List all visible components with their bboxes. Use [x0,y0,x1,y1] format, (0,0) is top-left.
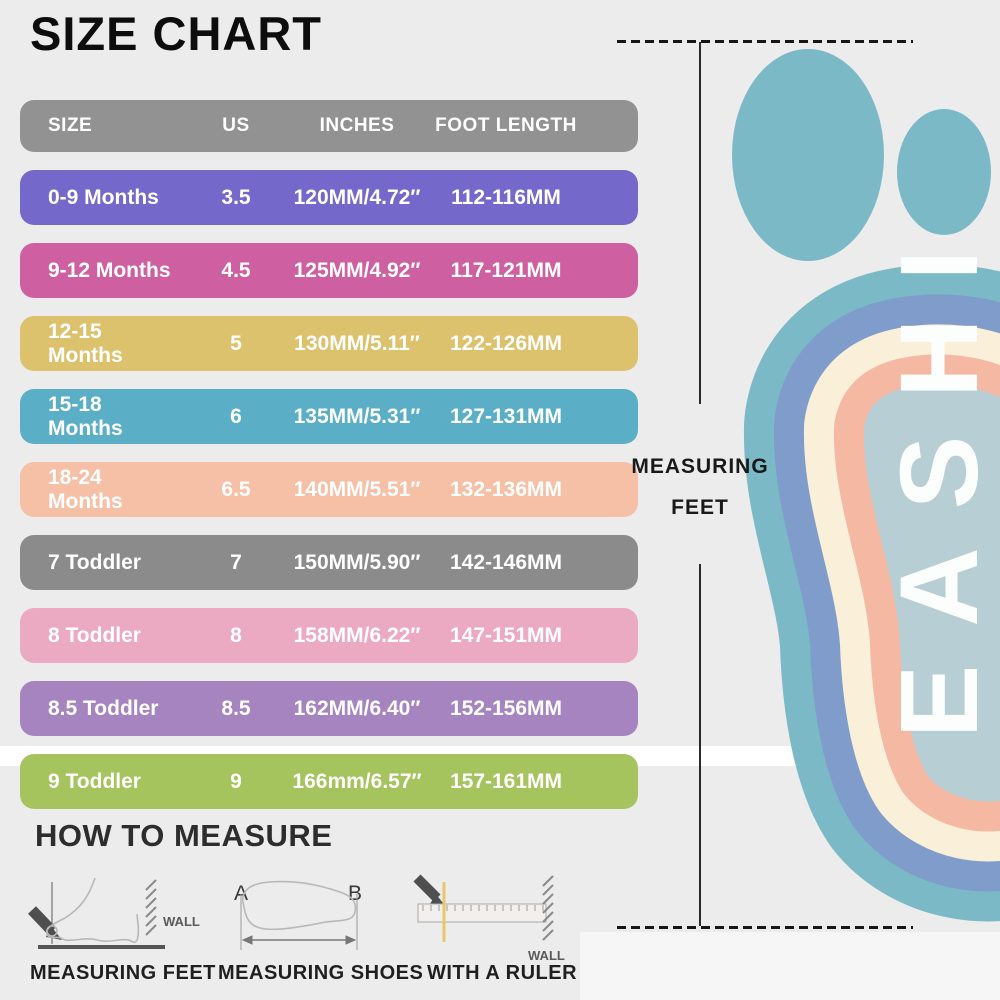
point-b-label: B [348,882,362,905]
cell-foot-length: 157-161MM [449,769,563,793]
ruler-ticks [422,905,544,911]
table-row: 7 Toddler 7 150MM/5.90″ 142-146MM [20,535,638,590]
with-a-ruler-illustration: WALL [413,874,565,963]
cell-us: 6.5 [221,477,251,501]
table-row: 15-18 Months 6 135MM/5.31″ 127-131MM [20,389,638,444]
cell-inches: 140MM/5.51″ [293,477,421,501]
cell-size: 12-15 Months [48,319,123,367]
cell-size: 7 Toddler [48,550,141,574]
header-size: SIZE [48,115,93,136]
table-row: 8.5 Toddler 8.5 162MM/6.40″ 152-156MM [20,681,638,736]
cell-us: 4.5 [221,258,251,282]
cell-inches: 125MM/4.92″ [293,258,421,282]
cell-foot-length: 142-146MM [449,550,563,574]
cell-inches: 150MM/5.90″ [293,550,421,574]
cell-size: 0-9 Months [48,185,159,209]
wall-label: WALL [163,914,200,929]
size-table: SIZE US INCHES FOOT LENGTH 0-9 Months 3.… [20,100,638,827]
cell-foot-length: 122-126MM [449,331,563,355]
cell-us: 3.5 [221,185,251,209]
cell-size: 9 Toddler [48,769,141,793]
sole-layers [743,264,1000,922]
caption-measuring-shoes: MEASURING SHOES [218,962,424,984]
shoe-outline-icon [242,880,357,931]
wall-hatch-icon [145,879,157,936]
cell-us: 7 [230,550,242,574]
cell-inches: 120MM/4.72″ [293,185,421,209]
cell-size: 9-12 Months [48,258,171,282]
how-to-measure-title: HOW TO MEASURE [35,818,333,853]
table-row: 9 Toddler 9 166mm/6.57″ 157-161MM [20,754,638,809]
caption-measuring-feet: MEASURING FEET [30,962,216,984]
measure-line-top [699,42,701,404]
length-arrow-icon [241,935,357,945]
cell-size: 8.5 Toddler [48,696,159,720]
cell-size: 15-18 Months [48,392,123,440]
header-us: US [222,115,250,136]
wall-label: WALL [528,948,565,963]
cell-us: 9 [230,769,242,793]
cell-inches: 166mm/6.57″ [292,769,422,793]
foot-measuring-illustration: EASHI MEASURING FEET [580,0,1000,1000]
dashed-guide-top [617,40,913,43]
dashed-guide-bottom [617,926,913,929]
cell-inches: 130MM/5.11″ [294,331,420,355]
cell-size: 8 Toddler [48,623,141,647]
cell-foot-length: 127-131MM [449,404,563,428]
cell-inches: 158MM/6.22″ [293,623,421,647]
point-a-label: A [234,882,248,905]
measuring-feet-label: MEASURING FEET [631,455,769,519]
table-row: 8 Toddler 8 158MM/6.22″ 147-151MM [20,608,638,663]
cell-us: 8.5 [221,696,251,720]
cell-foot-length: 112-116MM [451,185,561,209]
cell-foot-length: 117-121MM [450,258,562,282]
measuring-feet-illustration: WALL [28,877,200,949]
ruler-icon [417,903,547,923]
cell-inches: 135MM/5.31″ [293,404,421,428]
big-toe-icon [732,49,884,261]
caption-with-a-ruler: WITH A RULER [427,962,578,984]
table-row: 18-24 Months 6.5 140MM/5.51″ 132-136MM [20,462,638,517]
table-row: 0-9 Months 3.5 120MM/4.72″ 112-116MM [20,170,638,225]
cell-foot-length: 132-136MM [449,477,563,501]
table-row: 9-12 Months 4.5 125MM/4.92″ 117-121MM [20,243,638,298]
cell-us: 8 [230,623,242,647]
table-body: 0-9 Months 3.5 120MM/4.72″ 112-116MM 9-1… [20,170,638,809]
small-toe-icon [897,109,991,235]
cell-foot-length: 152-156MM [449,696,563,720]
pencil-icon [413,874,446,907]
cell-inches: 162MM/6.40″ [293,696,421,720]
table-header-row: SIZE US INCHES FOOT LENGTH [20,100,638,152]
cell-us: 6 [230,404,242,428]
background-strip [580,932,1000,1000]
cell-foot-length: 147-151MM [449,623,563,647]
measuring-shoes-illustration: A B [234,880,362,950]
wall-hatch-icon [542,875,554,941]
cell-size: 18-24 Months [48,465,123,513]
brand-text: EASHI [878,211,1000,739]
table-row: 12-15 Months 5 130MM/5.11″ 122-126MM [20,316,638,371]
cell-us: 5 [230,331,242,355]
measure-line-bottom [699,564,701,926]
foot-sole-graphic [732,49,1000,922]
header-inches: INCHES [319,115,395,136]
foot-outline-icon [45,877,140,944]
page-title: SIZE CHART [30,7,322,60]
header-foot-length: FOOT LENGTH [435,115,577,136]
